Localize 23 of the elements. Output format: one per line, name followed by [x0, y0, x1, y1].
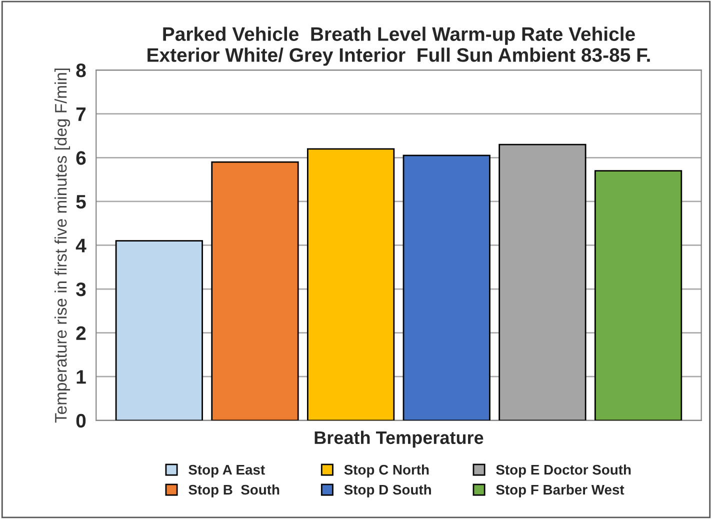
chart-title: Parked Vehicle Breath Level Warm-up Rate Vehicle Exterior White/ Grey Interior Full Sun Ambient 83-85 F.: [148, 26, 650, 66]
bar: [594, 170, 682, 420]
bar: [402, 154, 490, 420]
y-tick-label: 7: [76, 108, 86, 121]
legend-label: Stop C North: [344, 464, 429, 478]
bar: [115, 240, 203, 420]
y-axis-title: Temperature rise in first five minutes [deg F/min]: [54, 68, 70, 423]
y-tick-label: 4: [76, 238, 86, 252]
y-tick-label: 3: [76, 282, 86, 296]
y-tick-label: 1: [76, 370, 86, 384]
legend-label: Stop F Barber West: [496, 484, 624, 498]
legend-label: Stop A East: [188, 464, 265, 478]
bar: [306, 148, 395, 420]
legend-label: Stop E Doctor South: [496, 464, 631, 478]
bar: [211, 161, 299, 420]
y-tick-label: 6: [76, 151, 86, 165]
legend-label: Stop D South: [344, 484, 431, 498]
legend-label: Stop B South: [188, 484, 280, 498]
y-tick-label: 0: [76, 414, 86, 428]
y-tick-label: 8: [76, 64, 86, 78]
y-tick-label: 5: [76, 195, 86, 209]
x-axis-title: Breath Temperature: [314, 430, 484, 448]
y-tick-label: 2: [76, 326, 86, 340]
